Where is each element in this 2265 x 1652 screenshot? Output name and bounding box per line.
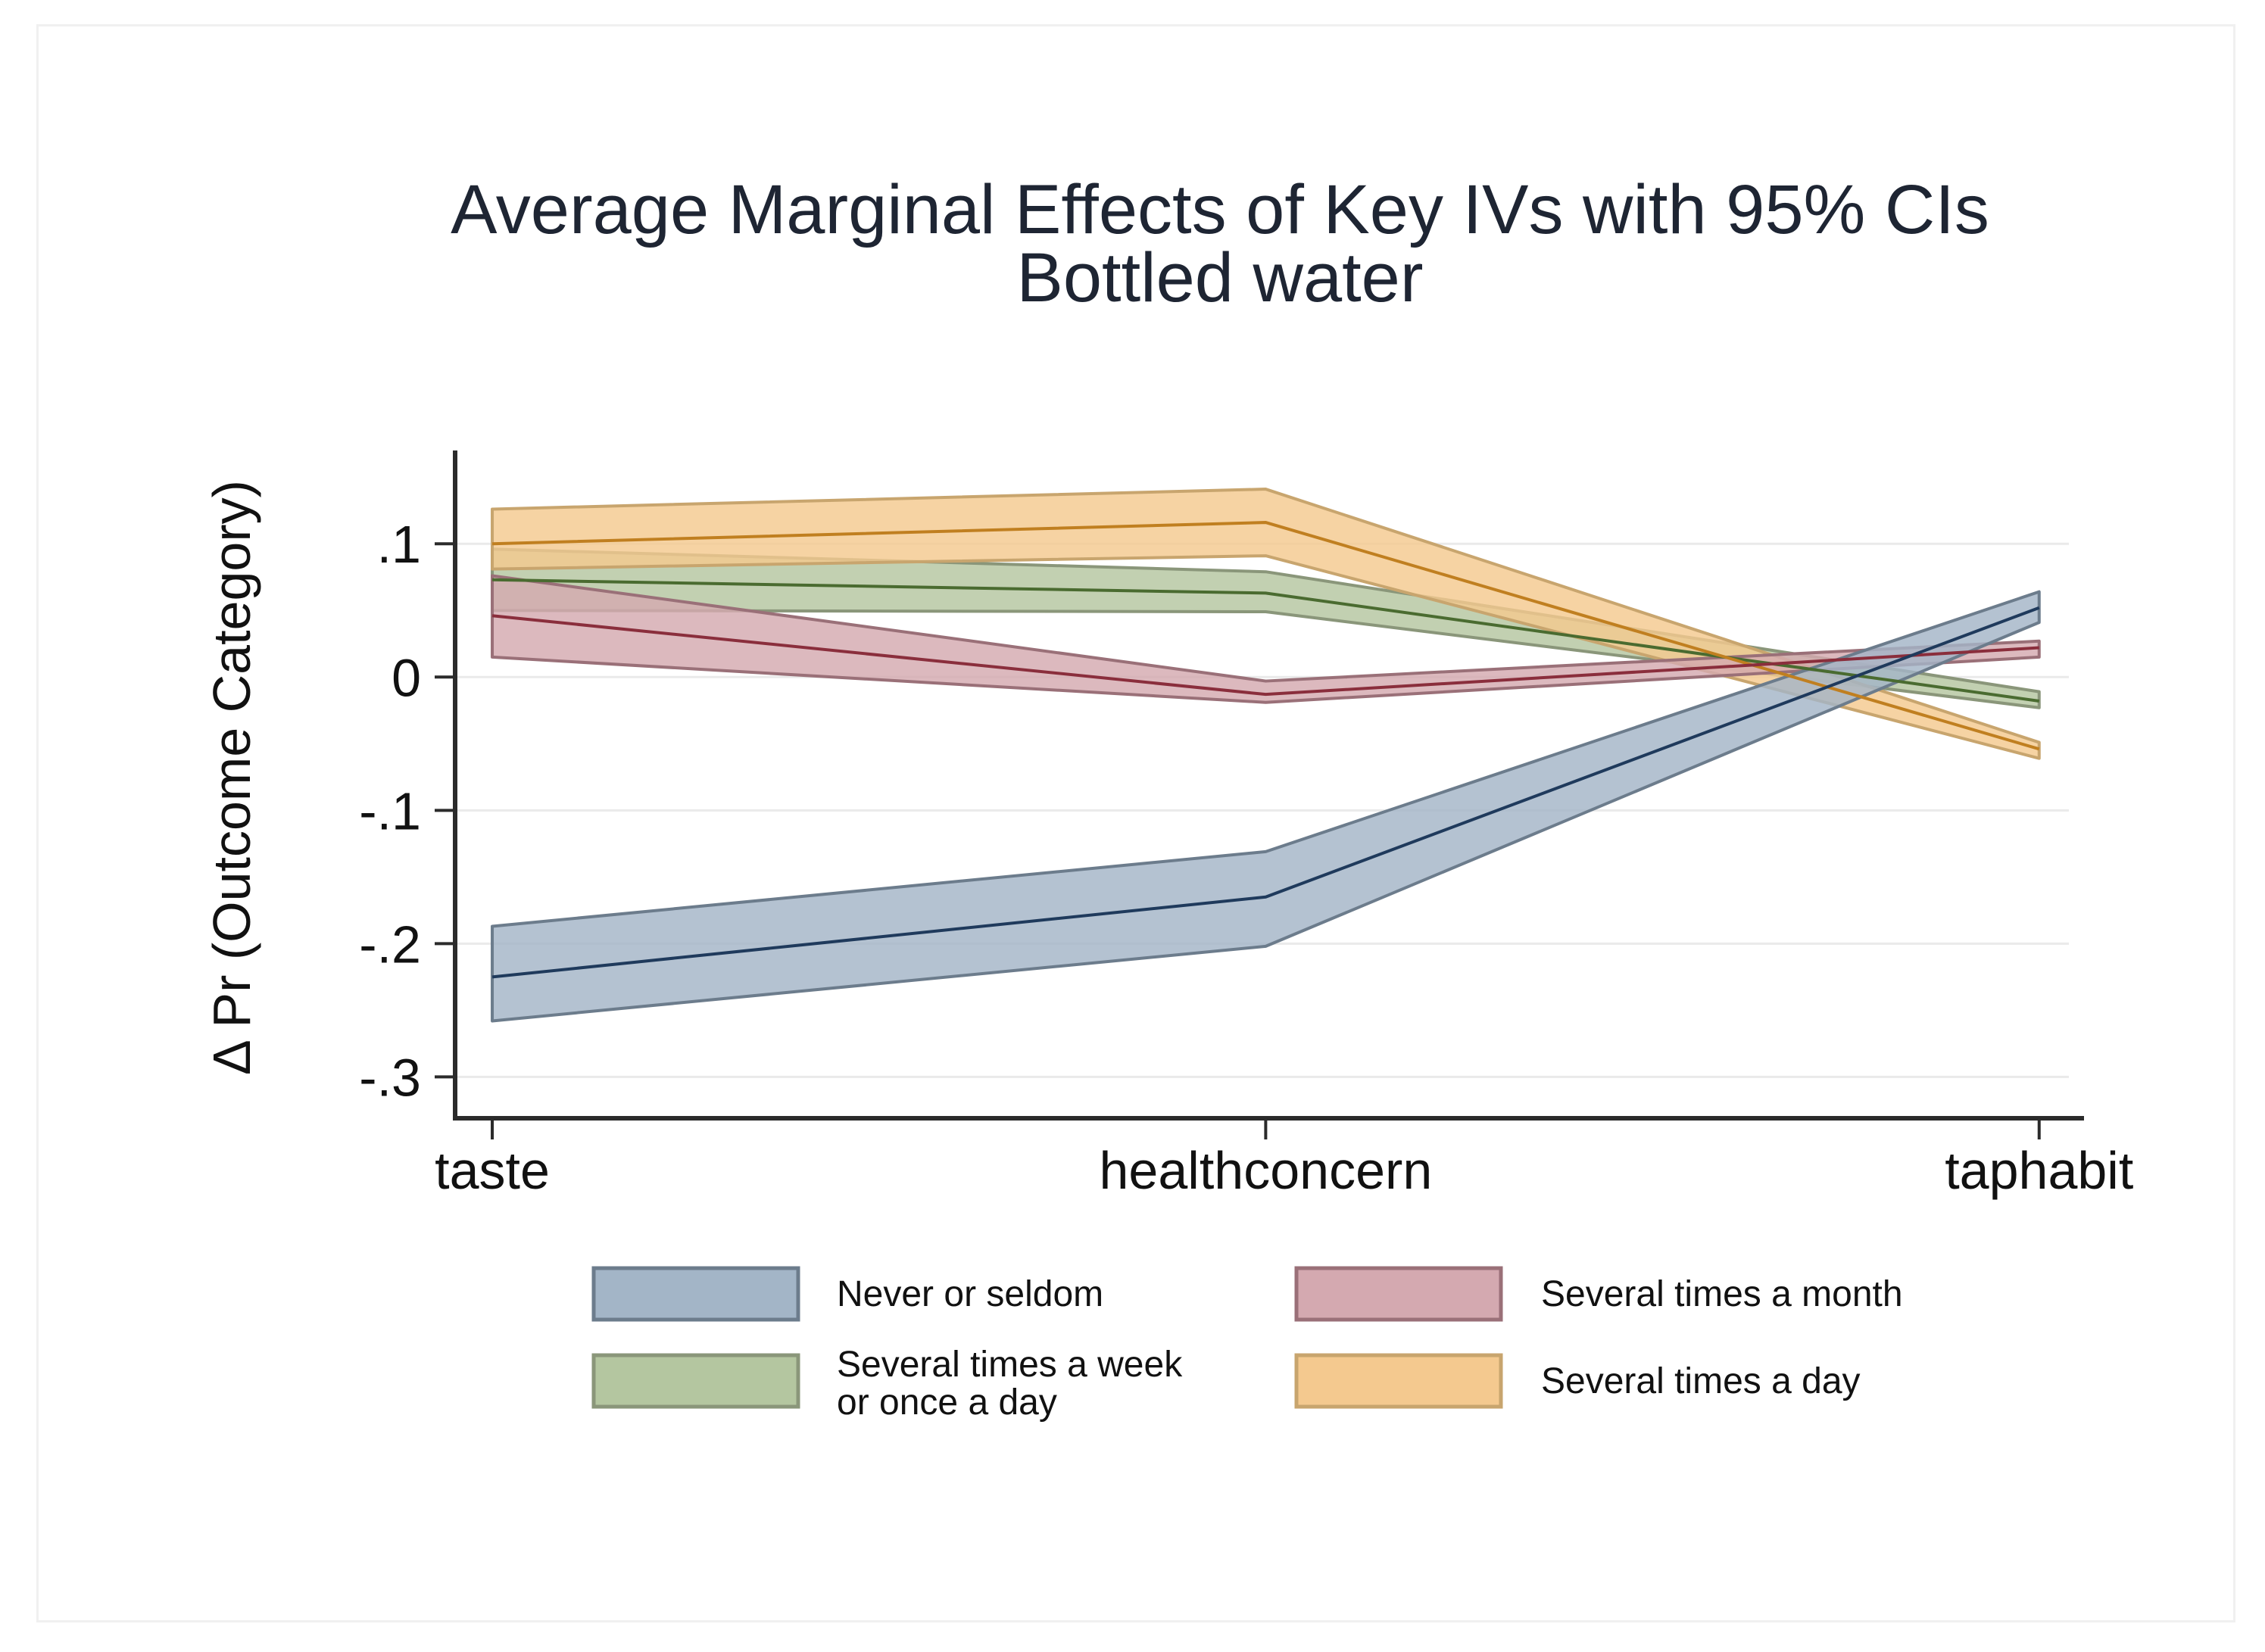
confidence-bands	[491, 488, 2041, 1023]
legend-item: Several times a day	[1294, 1353, 1861, 1409]
legend-label: or once a day	[837, 1382, 1057, 1423]
y-tick-label: -.1	[359, 781, 421, 840]
y-tick-label: .1	[377, 515, 421, 574]
axes	[453, 450, 2084, 1121]
legend-swatch	[1294, 1266, 1503, 1322]
legend-label: Never or seldom	[837, 1274, 1103, 1314]
ci-band-several-times-a-day	[491, 488, 2041, 760]
y-tick-label: -.3	[359, 1048, 421, 1107]
legend-label: Several times a day	[1541, 1361, 1861, 1401]
chart-subtitle: Bottled water	[1017, 239, 1424, 316]
y-axis-ticks: .1 0 -.1 -.2 -.3	[359, 515, 455, 1107]
chart-frame	[36, 24, 2235, 1622]
x-tick-label: healthconcern	[1100, 1141, 1433, 1200]
legend-swatch	[1294, 1353, 1503, 1409]
x-tick-label: taphabit	[1945, 1141, 2133, 1200]
legend-swatch	[591, 1353, 800, 1409]
legend-swatch	[591, 1266, 800, 1322]
legend-label: Several times a month	[1541, 1274, 1903, 1314]
y-tick-label: -.2	[359, 915, 421, 974]
chart-title: Average Marginal Effects of Key IVs with…	[451, 171, 1989, 248]
legend-item: Never or seldom	[591, 1266, 1103, 1322]
x-axis-ticks: taste healthconcern taphabit	[435, 1118, 2133, 1200]
legend: Never or seldom Several times a month Seve…	[591, 1266, 1903, 1423]
legend-label: Several times a week	[837, 1345, 1183, 1385]
y-tick-label: 0	[392, 648, 421, 707]
legend-item: Several times a month	[1294, 1266, 1903, 1322]
y-axis-title: Δ Pr (Outcome Category)	[202, 480, 261, 1075]
series-lines	[491, 521, 2040, 979]
x-tick-label: taste	[435, 1141, 550, 1200]
ci-band-never-or-seldom	[491, 590, 2041, 1023]
